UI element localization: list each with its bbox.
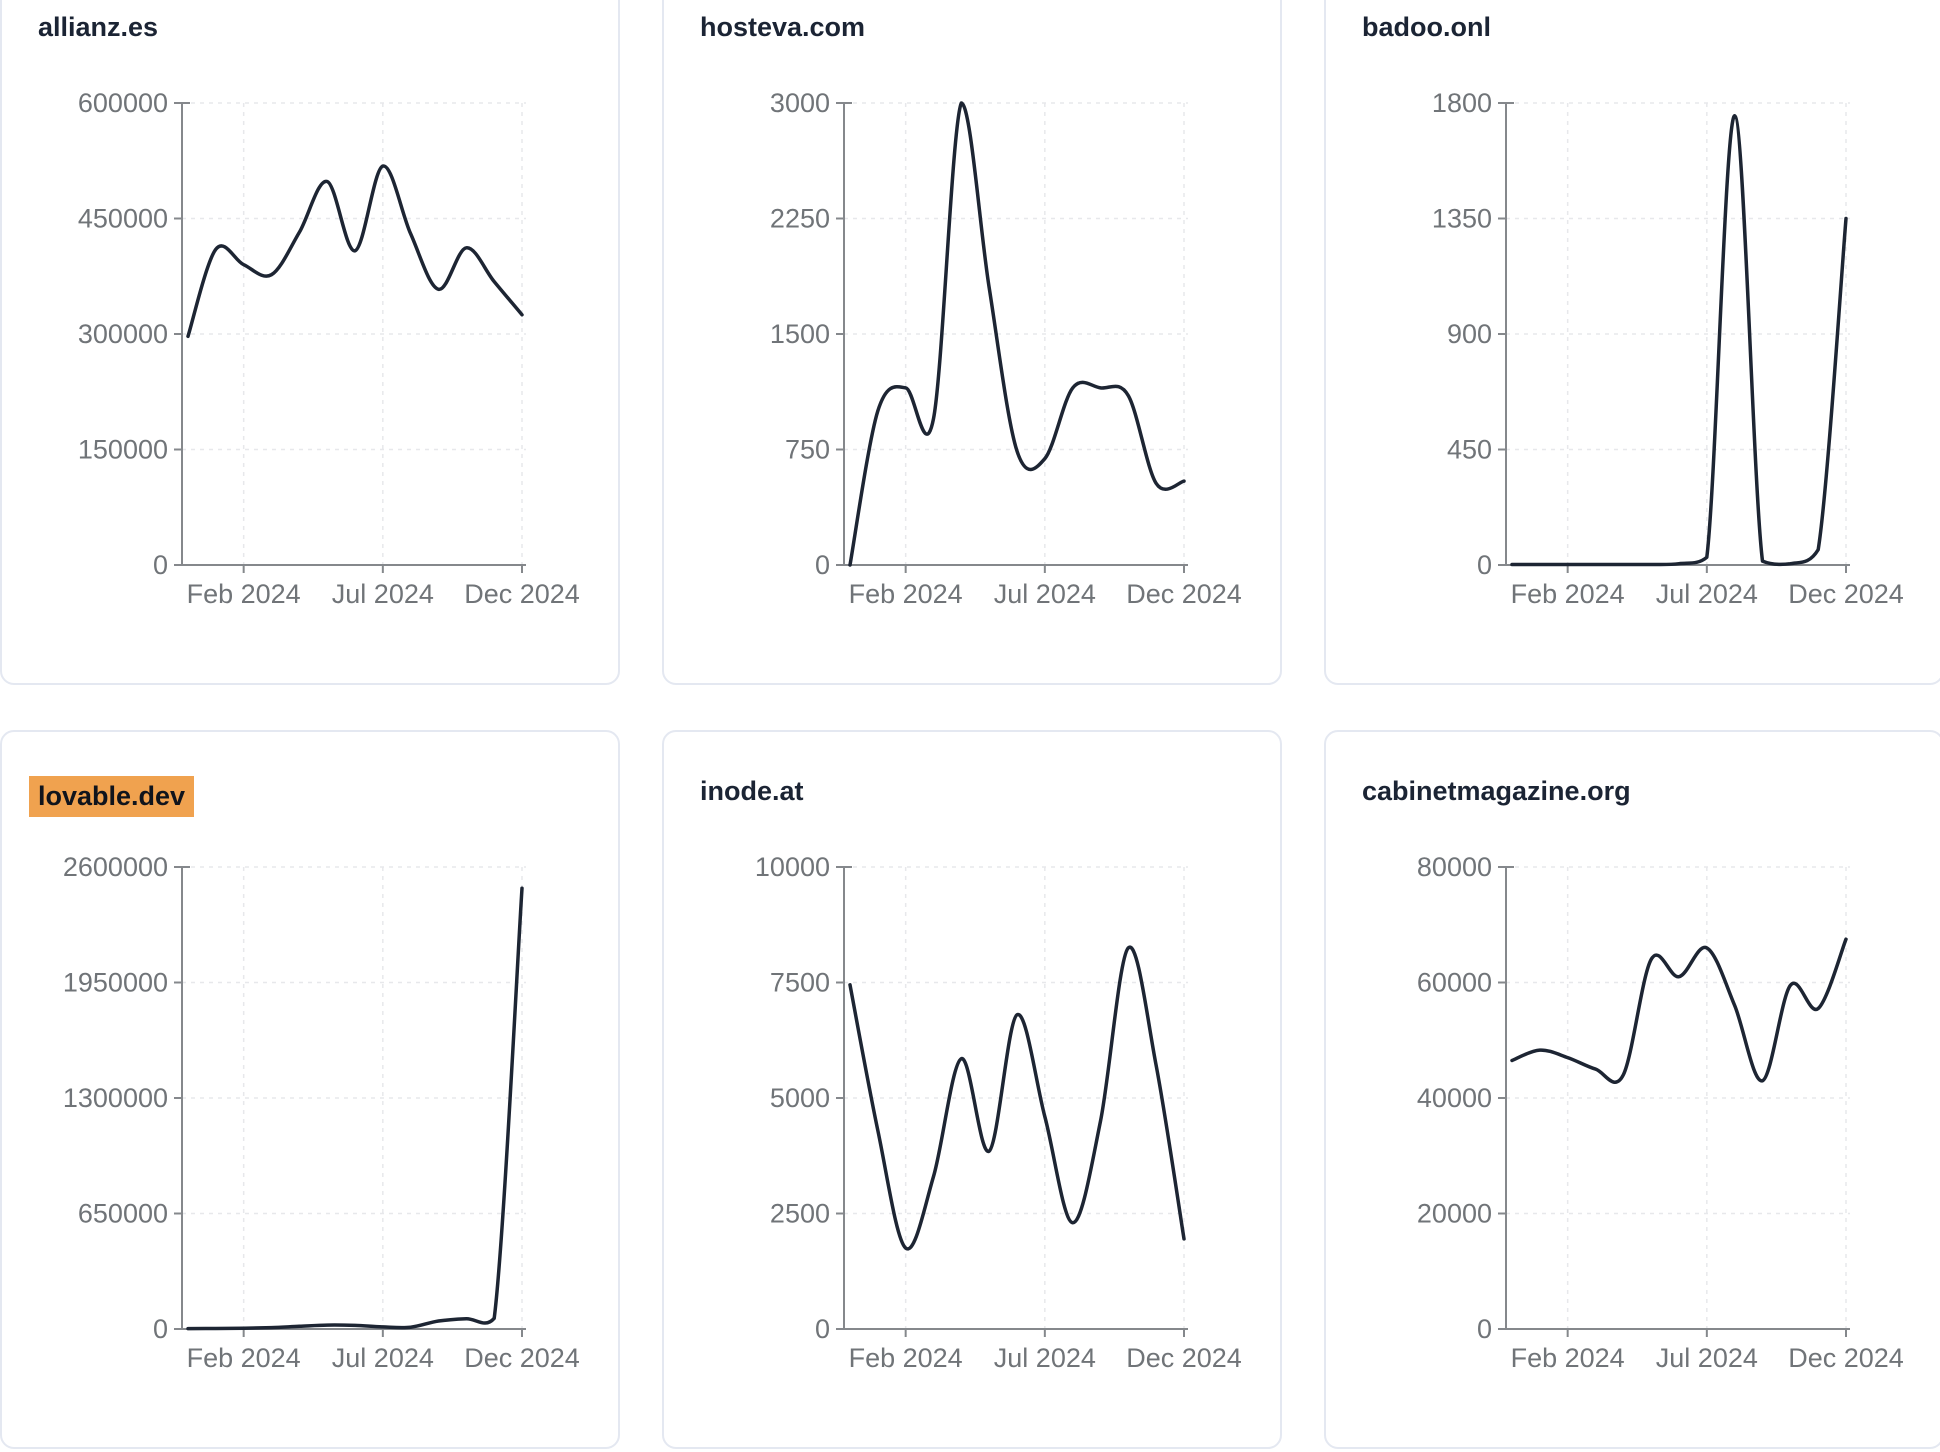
line-chart: 0 450 900 1350 1800 Feb 2024 Jul 2024 Dec 2024 — [1432, 88, 1904, 609]
tick-labels: 0 450 900 1350 1800 Feb 2024 Jul 2024 Dec 2024 — [1432, 88, 1904, 609]
tick-labels: 0 20000 40000 60000 80000 Feb 2024 Jul 2024 Dec… — [1417, 852, 1904, 1373]
y-tick-label: 2250 — [770, 204, 830, 234]
y-tick-label: 7500 — [770, 968, 830, 998]
chart-title: allianz.es — [38, 12, 158, 43]
chart-title: inode.at — [700, 776, 804, 807]
chart-card-allianz-es[interactable]: allianz.es 0 150000 300000 450000 600000 Feb … — [0, 0, 620, 685]
y-tick-label: 2600000 — [63, 852, 168, 882]
y-tick-label: 1800 — [1432, 88, 1492, 118]
y-tick-label: 0 — [153, 550, 168, 580]
y-tick-label: 0 — [1477, 1314, 1492, 1344]
y-tick-label: 300000 — [78, 319, 168, 349]
chart-title-text: inode.at — [700, 776, 804, 806]
y-tick-label: 5000 — [770, 1083, 830, 1113]
tick-labels: 0 750 1500 2250 3000 Feb 2024 Jul 2024 Dec 2024 — [770, 88, 1242, 609]
series-line — [848, 945, 1186, 1251]
y-tick-label: 450000 — [78, 204, 168, 234]
y-tick-label: 900 — [1447, 319, 1492, 349]
y-tick-label: 1300000 — [63, 1083, 168, 1113]
line-chart: 0 650000 1300000 1950000 2600000 Feb 2024 Jul … — [63, 852, 580, 1373]
gridlines — [844, 866, 1188, 1329]
y-tick-label: 1950000 — [63, 968, 168, 998]
y-tick-label: 0 — [815, 1314, 830, 1344]
chart-title: lovable.dev — [29, 776, 195, 817]
chart-title-text-highlighted: lovable.dev — [29, 776, 195, 817]
axes — [174, 866, 526, 1337]
y-tick-label: 450 — [1447, 435, 1492, 465]
x-tick-label: Feb 2024 — [1511, 579, 1625, 609]
chart-title: cabinetmagazine.org — [1362, 776, 1631, 807]
chart-title-text: cabinetmagazine.org — [1362, 776, 1631, 806]
axes — [174, 102, 526, 573]
tick-labels: 0 2500 5000 7500 10000 Feb 2024 Jul 2024 Dec 20… — [755, 852, 1242, 1373]
x-tick-label: Dec 2024 — [1788, 1343, 1904, 1373]
y-tick-label: 600000 — [78, 88, 168, 118]
chart-title-text: allianz.es — [38, 12, 159, 42]
axes — [836, 102, 1188, 573]
x-tick-label: Jul 2024 — [994, 1343, 1096, 1373]
gridlines — [1506, 866, 1850, 1329]
series-line — [1510, 114, 1848, 567]
chart-card-badoo-onl[interactable]: badoo.onl 0 450 900 1350 1800 Feb 2024 Jul 202… — [1324, 0, 1940, 685]
series-line — [848, 101, 1186, 567]
axes — [836, 866, 1188, 1337]
y-tick-label: 60000 — [1417, 968, 1492, 998]
series-line — [186, 886, 524, 1331]
line-chart: 0 150000 300000 450000 600000 Feb 2024 Jul 202… — [78, 88, 580, 609]
chart-card-hosteva-com[interactable]: hosteva.com 0 750 1500 2250 3000 Feb 2024 Jul … — [662, 0, 1282, 685]
y-tick-label: 150000 — [78, 435, 168, 465]
series-line — [186, 164, 524, 339]
chart-title: hosteva.com — [700, 12, 865, 43]
y-tick-label: 650000 — [78, 1199, 168, 1229]
y-tick-label: 10000 — [755, 852, 830, 882]
x-tick-label: Jul 2024 — [1656, 579, 1758, 609]
gridlines — [844, 102, 1188, 565]
x-tick-label: Dec 2024 — [464, 1343, 580, 1373]
x-tick-label: Dec 2024 — [1788, 579, 1904, 609]
y-tick-label: 0 — [153, 1314, 168, 1344]
x-tick-label: Feb 2024 — [187, 1343, 301, 1373]
x-tick-label: Feb 2024 — [849, 579, 963, 609]
line-chart: 0 20000 40000 60000 80000 Feb 2024 Jul 2024 Dec… — [1417, 852, 1904, 1373]
x-tick-label: Feb 2024 — [1511, 1343, 1625, 1373]
chart-title-text: badoo.onl — [1362, 12, 1491, 42]
x-tick-label: Feb 2024 — [187, 579, 301, 609]
chart-card-cabinetmagazine-org[interactable]: cabinetmagazine.org 0 20000 40000 60000 8000… — [1324, 730, 1940, 1449]
x-tick-label: Dec 2024 — [1126, 1343, 1242, 1373]
series-line — [1510, 937, 1848, 1084]
chart-card-inode-at[interactable]: inode.at 0 2500 5000 7500 10000 Feb 2024 Jul 2… — [662, 730, 1282, 1449]
y-tick-label: 3000 — [770, 88, 830, 118]
y-tick-label: 80000 — [1417, 852, 1492, 882]
y-tick-label: 750 — [785, 435, 830, 465]
y-tick-label: 2500 — [770, 1199, 830, 1229]
x-tick-label: Jul 2024 — [332, 579, 434, 609]
x-tick-label: Jul 2024 — [332, 1343, 434, 1373]
x-tick-label: Jul 2024 — [994, 579, 1096, 609]
x-tick-label: Jul 2024 — [1656, 1343, 1758, 1373]
x-tick-label: Dec 2024 — [1126, 579, 1242, 609]
chart-title-text: hosteva.com — [700, 12, 866, 42]
tick-labels: 0 650000 1300000 1950000 2600000 Feb 2024 Jul … — [63, 852, 580, 1373]
axes — [1498, 102, 1850, 573]
y-tick-label: 0 — [815, 550, 830, 580]
chart-title: badoo.onl — [1362, 12, 1491, 43]
chart-card-lovable-dev[interactable]: lovable.dev 0 650000 1300000 1950000 2600000… — [0, 730, 620, 1449]
x-tick-label: Feb 2024 — [849, 1343, 963, 1373]
axes — [1498, 866, 1850, 1337]
gridlines — [182, 866, 526, 1329]
gridlines — [1506, 102, 1850, 565]
y-tick-label: 40000 — [1417, 1083, 1492, 1113]
gridlines — [182, 102, 526, 565]
line-chart: 0 750 1500 2250 3000 Feb 2024 Jul 2024 Dec 2024 — [770, 88, 1242, 609]
y-tick-label: 0 — [1477, 550, 1492, 580]
x-tick-label: Dec 2024 — [464, 579, 580, 609]
y-tick-label: 1500 — [770, 319, 830, 349]
line-chart: 0 2500 5000 7500 10000 Feb 2024 Jul 2024 Dec 20… — [755, 852, 1242, 1373]
y-tick-label: 20000 — [1417, 1199, 1492, 1229]
tick-labels: 0 150000 300000 450000 600000 Feb 2024 Jul 202… — [78, 88, 580, 609]
y-tick-label: 1350 — [1432, 204, 1492, 234]
